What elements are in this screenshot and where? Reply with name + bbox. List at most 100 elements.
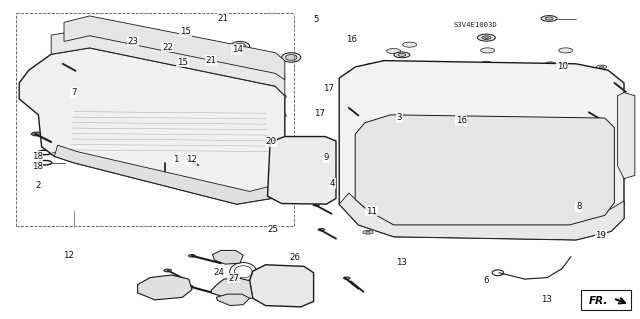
Ellipse shape bbox=[60, 136, 65, 138]
Ellipse shape bbox=[347, 98, 351, 100]
Polygon shape bbox=[339, 193, 624, 240]
Ellipse shape bbox=[412, 157, 420, 159]
Ellipse shape bbox=[347, 197, 351, 199]
Ellipse shape bbox=[475, 160, 483, 162]
Ellipse shape bbox=[481, 61, 492, 65]
Ellipse shape bbox=[93, 112, 105, 116]
Ellipse shape bbox=[60, 152, 65, 153]
Ellipse shape bbox=[484, 62, 489, 64]
Ellipse shape bbox=[586, 111, 594, 114]
Ellipse shape bbox=[57, 150, 68, 155]
Ellipse shape bbox=[545, 233, 556, 236]
Polygon shape bbox=[216, 294, 250, 306]
Ellipse shape bbox=[617, 203, 622, 205]
Ellipse shape bbox=[234, 43, 246, 49]
Ellipse shape bbox=[81, 41, 96, 47]
Polygon shape bbox=[212, 250, 243, 264]
Ellipse shape bbox=[347, 174, 351, 176]
Ellipse shape bbox=[278, 114, 283, 116]
Ellipse shape bbox=[475, 179, 483, 182]
Text: 17: 17 bbox=[323, 84, 334, 93]
Ellipse shape bbox=[363, 230, 373, 234]
Ellipse shape bbox=[596, 225, 607, 228]
Ellipse shape bbox=[250, 190, 262, 194]
Text: 12: 12 bbox=[63, 251, 74, 260]
Ellipse shape bbox=[399, 175, 418, 182]
Ellipse shape bbox=[151, 164, 156, 166]
Text: S3V4E1003D: S3V4E1003D bbox=[453, 22, 497, 28]
Ellipse shape bbox=[471, 135, 502, 146]
Ellipse shape bbox=[57, 84, 68, 88]
Ellipse shape bbox=[484, 234, 489, 235]
Text: 22: 22 bbox=[162, 43, 173, 52]
Ellipse shape bbox=[477, 175, 496, 182]
Ellipse shape bbox=[548, 234, 553, 235]
Ellipse shape bbox=[393, 154, 424, 165]
Ellipse shape bbox=[390, 203, 401, 207]
Ellipse shape bbox=[162, 161, 168, 164]
Ellipse shape bbox=[555, 137, 574, 144]
Ellipse shape bbox=[91, 104, 133, 119]
Ellipse shape bbox=[84, 42, 93, 46]
Ellipse shape bbox=[188, 255, 196, 257]
Text: 15: 15 bbox=[177, 58, 188, 67]
Ellipse shape bbox=[545, 62, 556, 66]
Ellipse shape bbox=[477, 34, 495, 41]
Ellipse shape bbox=[237, 85, 249, 90]
Ellipse shape bbox=[189, 75, 195, 77]
Ellipse shape bbox=[553, 79, 576, 87]
Ellipse shape bbox=[420, 234, 425, 235]
Ellipse shape bbox=[397, 179, 404, 182]
Ellipse shape bbox=[484, 37, 488, 39]
Ellipse shape bbox=[116, 49, 125, 53]
Text: 3: 3 bbox=[397, 113, 403, 122]
Polygon shape bbox=[138, 275, 192, 300]
Ellipse shape bbox=[458, 73, 515, 93]
Text: 1: 1 bbox=[173, 155, 179, 164]
Ellipse shape bbox=[366, 63, 376, 67]
Ellipse shape bbox=[155, 284, 172, 292]
Text: 21: 21 bbox=[205, 56, 217, 65]
Ellipse shape bbox=[481, 233, 492, 236]
Ellipse shape bbox=[97, 150, 108, 154]
Polygon shape bbox=[339, 61, 624, 240]
Ellipse shape bbox=[344, 174, 354, 177]
Ellipse shape bbox=[313, 204, 319, 206]
Ellipse shape bbox=[252, 76, 267, 81]
Ellipse shape bbox=[118, 108, 129, 112]
Ellipse shape bbox=[617, 95, 622, 97]
Ellipse shape bbox=[57, 68, 68, 72]
Ellipse shape bbox=[269, 71, 281, 77]
Ellipse shape bbox=[617, 120, 622, 122]
Polygon shape bbox=[355, 115, 614, 225]
Ellipse shape bbox=[131, 117, 189, 139]
Ellipse shape bbox=[471, 173, 502, 184]
Ellipse shape bbox=[83, 101, 141, 122]
Ellipse shape bbox=[459, 197, 465, 199]
Ellipse shape bbox=[87, 50, 92, 52]
Ellipse shape bbox=[141, 129, 153, 133]
Ellipse shape bbox=[99, 138, 116, 144]
Text: FR.: FR. bbox=[589, 296, 608, 307]
Ellipse shape bbox=[471, 154, 502, 165]
Polygon shape bbox=[54, 145, 275, 204]
Ellipse shape bbox=[614, 148, 625, 152]
Ellipse shape bbox=[412, 176, 420, 178]
Ellipse shape bbox=[490, 176, 498, 178]
Ellipse shape bbox=[84, 49, 95, 53]
Ellipse shape bbox=[412, 137, 420, 140]
Ellipse shape bbox=[477, 156, 496, 163]
Ellipse shape bbox=[549, 173, 580, 184]
Ellipse shape bbox=[230, 41, 250, 51]
Text: 7: 7 bbox=[71, 88, 76, 97]
Ellipse shape bbox=[218, 52, 230, 58]
Ellipse shape bbox=[223, 70, 232, 73]
Ellipse shape bbox=[397, 141, 404, 143]
Ellipse shape bbox=[490, 157, 498, 159]
Ellipse shape bbox=[347, 149, 351, 151]
Ellipse shape bbox=[275, 113, 286, 117]
Ellipse shape bbox=[549, 154, 580, 165]
Polygon shape bbox=[268, 137, 336, 204]
Ellipse shape bbox=[255, 77, 264, 80]
Text: 18: 18 bbox=[31, 162, 43, 171]
